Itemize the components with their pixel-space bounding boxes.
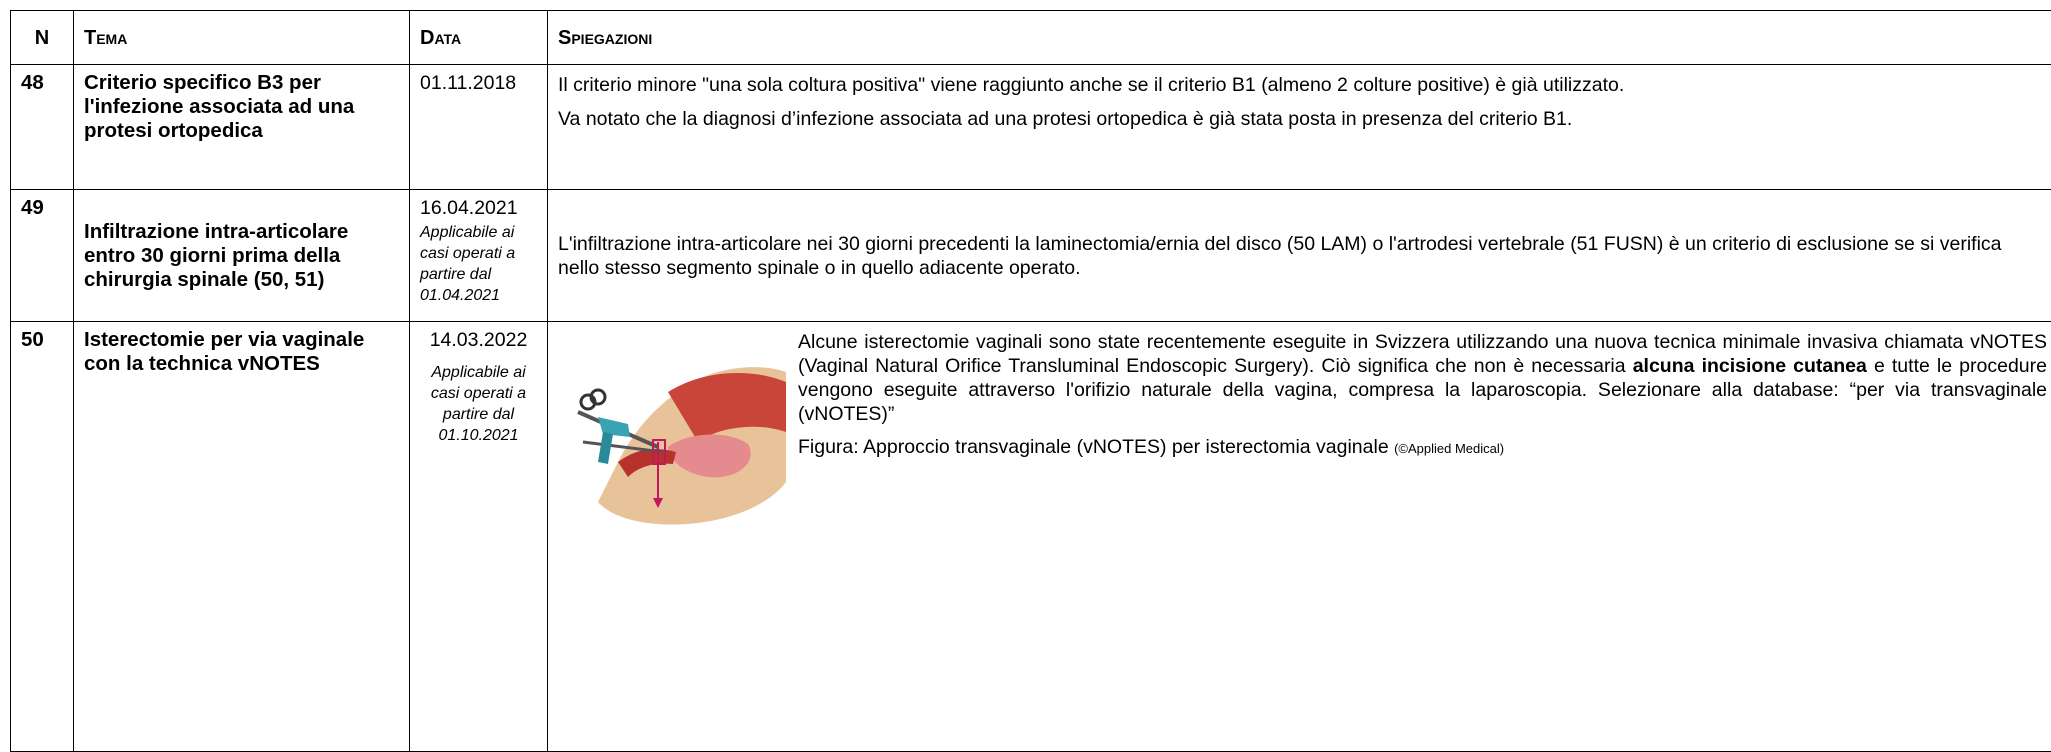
table: N Tema Data Spiegazioni 48 Criterio spec… (10, 10, 2051, 752)
row: 50 Isterectomie per via vaginale con la … (11, 322, 2051, 752)
explanation: Il criterio minore "una sola coltura pos… (548, 65, 2051, 190)
text: Va notato che la diagnosi d’infezione as… (558, 108, 1572, 130)
number: 50 (11, 322, 74, 752)
topic: Infiltrazione intra-articolare entro 30 … (74, 190, 410, 322)
credit: (©Applied Medical) (1394, 441, 1504, 456)
topic: Isterectomie per via vaginale con la tec… (74, 322, 410, 752)
paragraph: Il criterio minore "una sola coltura pos… (558, 73, 2047, 97)
header-cell: N (11, 11, 74, 65)
header-cell: Data (410, 11, 548, 65)
note: Applicabile ai casi operati a partire da… (420, 222, 537, 306)
header-cell: Tema (74, 11, 410, 65)
text: Figura: Approccio transvaginale (vNOTES)… (798, 436, 1394, 458)
date: 16.04.2021 (420, 197, 518, 219)
date-cell: 16.04.2021 Applicabile ai casi operati a … (410, 190, 548, 322)
text: L'infiltrazione intra-articolare nei 30 … (558, 233, 2002, 279)
note: Applicabile ai casi operati a partire da… (420, 362, 537, 446)
explanation: L'infiltrazione intra-articolare nei 30 … (548, 190, 2051, 322)
number: 49 (11, 190, 74, 322)
date-cell: 14.03.2022 Applicabile ai casi operati a … (410, 322, 548, 752)
paragraph: L'infiltrazione intra-articolare nei 30 … (558, 232, 2047, 280)
text: Il criterio minore "una sola coltura pos… (558, 74, 1624, 96)
figure-image (558, 352, 794, 532)
date: 01.11.2018 (420, 72, 516, 94)
bold-text: alcuna incisione cutanea (1633, 355, 1867, 377)
header-cell: Spiegazioni (548, 11, 2051, 65)
paragraph: Va notato che la diagnosi d’infezione as… (558, 107, 2047, 131)
number: 48 (11, 65, 74, 190)
header-row: N Tema Data Spiegazioni (11, 11, 2051, 65)
row: 49 Infiltrazione intra-articolare entro … (11, 190, 2051, 322)
explanation: Alcune isterectomie vaginali sono state … (548, 322, 2051, 752)
date-cell: 01.11.2018 (410, 65, 548, 190)
date: 14.03.2022 (430, 329, 528, 351)
topic: Criterio specifico B3 per l'infezione as… (74, 65, 410, 190)
row: 48 Criterio specifico B3 per l'infezione… (11, 65, 2051, 190)
